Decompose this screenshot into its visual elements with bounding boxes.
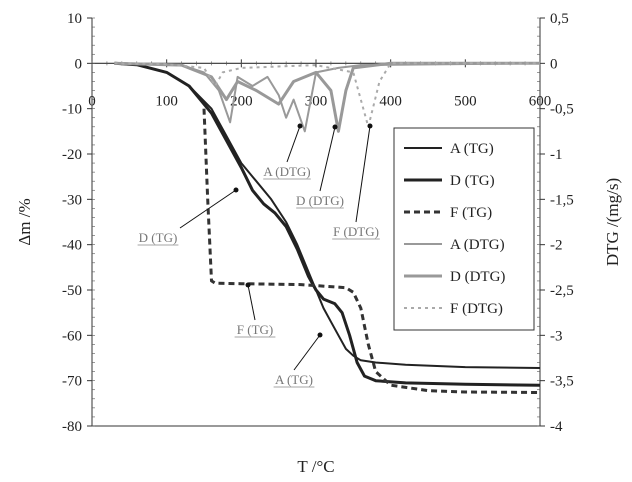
series-line-d-tg [114,61,541,387]
left-tick-label: -40 [62,238,82,254]
x-tick-label: 100 [155,93,178,109]
legend: A (TG) D (TG) F (TG) A (DTG) D (DTG) F (DTG) [393,127,535,331]
annotation-label: F (TG) [237,322,273,337]
right-tick-label: -4 [550,419,563,435]
left-tick-label: -10 [62,102,82,118]
x-tick-label: 400 [379,93,402,109]
left-tick-label: -80 [62,419,82,435]
x-tick-label: 300 [305,93,328,109]
legend-label: D (DTG) [450,269,505,285]
left-tick-label: 0 [75,56,83,72]
right-tick-label: 0 [550,56,558,72]
right-axis-title: DTG /(mg/s) [603,178,622,266]
left-tick-label: -50 [62,283,82,299]
legend-label: A (TG) [450,141,494,157]
annotation-dot [245,282,251,288]
right-tick-label: -3,5 [550,374,574,390]
legend-label: D (TG) [450,173,495,189]
x-axis-title: T /°C [297,457,334,476]
annotation-leader [286,125,301,163]
annotation-label: A (DTG) [263,164,310,179]
annotation-leader [355,125,371,223]
annotation-leader [247,284,256,321]
left-tick-label: -20 [62,147,82,163]
legend-label: F (DTG) [450,301,503,317]
right-tick-label: -2,5 [550,283,574,299]
right-tick-label: -2 [550,238,563,254]
x-tick-label: 0 [88,93,96,109]
annotation-leader [179,189,237,229]
annotations: A (DTG) D (DTG) F (DTG) D (TG) F (TG) A (TG) [137,123,380,388]
legend-label: A (DTG) [450,237,505,253]
series-line-a-tg [114,62,541,369]
x-tick-label: 600 [529,93,552,109]
right-tick-label: -1,5 [550,192,574,208]
series-line-f-dtg [114,62,540,128]
right-tick-label: -3 [550,328,563,344]
annotation-dot [332,124,338,130]
right-tick-label: -1 [550,147,563,163]
annotation-label: F (DTG) [333,224,379,239]
annotation-label: D (TG) [139,230,178,245]
annotation-label: D (DTG) [296,193,344,208]
annotation-dot [297,123,303,129]
left-tick-label: 10 [67,11,82,27]
annotation-leader [293,334,321,371]
annotation-dot [317,332,323,338]
x-tick-label: 500 [454,93,477,109]
series-lines [114,61,541,394]
left-tick-label: -60 [62,328,82,344]
left-axis-title: Δm /% [15,198,34,245]
annotation-leader [319,126,336,192]
legend-box [393,127,535,331]
axes: 100-10-20-30-40-50-60-70-800,50-0,5-1-1,… [15,11,622,476]
legend-label: F (TG) [450,205,492,221]
left-tick-label: -70 [62,374,82,390]
annotation-dot [367,123,373,129]
left-tick-label: -30 [62,192,82,208]
right-tick-label: -0,5 [550,102,574,118]
x-tick-label: 200 [230,93,253,109]
annotation-label: A (TG) [275,372,313,387]
right-tick-label: 0,5 [550,11,569,27]
series-line-f-tg [202,108,541,394]
annotation-dot [233,187,239,193]
